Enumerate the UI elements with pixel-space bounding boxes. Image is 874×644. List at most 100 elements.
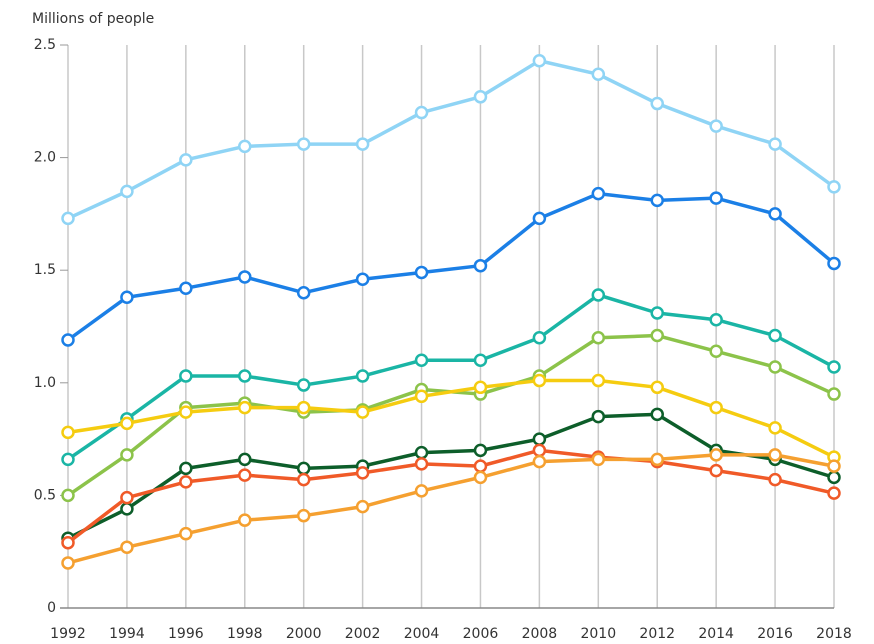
data-point (709, 463, 723, 478)
data-point (650, 380, 664, 395)
data-point (473, 380, 488, 395)
series-line (67, 412, 835, 540)
data-point (650, 193, 664, 208)
data-point (591, 409, 606, 424)
data-point (709, 400, 723, 415)
series-line (66, 448, 835, 545)
data-point (532, 54, 547, 68)
data-point (709, 312, 723, 327)
data-point (414, 353, 429, 368)
data-point (238, 513, 252, 527)
data-point (238, 139, 252, 154)
x-tick-label: 2014 (698, 626, 734, 642)
data-point (768, 207, 782, 221)
data-point (591, 331, 606, 345)
data-point (179, 153, 193, 167)
data-point (827, 387, 841, 401)
data-point (768, 137, 782, 151)
series-line (67, 293, 835, 461)
data-point (532, 443, 547, 458)
x-tick-label: 2000 (286, 626, 322, 642)
data-point (61, 452, 75, 467)
data-point (120, 448, 134, 462)
y-tick-label: 2.5 (34, 37, 56, 53)
x-tick-label: 2008 (522, 626, 558, 642)
data-point (238, 468, 252, 482)
data-point (768, 421, 782, 435)
data-point (355, 499, 370, 514)
data-point (768, 448, 782, 462)
data-point (238, 270, 252, 284)
series-line (67, 453, 835, 565)
data-point (179, 475, 193, 489)
data-point (709, 191, 723, 205)
data-point (827, 470, 841, 485)
x-tick-label: 2012 (639, 626, 675, 642)
data-point (650, 328, 664, 343)
y-tick-label: 2.0 (34, 150, 56, 166)
data-point (414, 457, 429, 471)
series-line (66, 191, 836, 342)
data-point (532, 373, 547, 388)
data-point (827, 256, 841, 271)
data-point (768, 472, 782, 487)
data-point (61, 333, 75, 347)
data-point (709, 344, 723, 359)
data-point (120, 416, 134, 431)
data-point (120, 502, 134, 516)
y-tick-label: 1.5 (34, 262, 56, 278)
data-point (650, 452, 664, 467)
data-point (61, 488, 75, 503)
x-tick-label: 2006 (463, 626, 499, 642)
data-point (827, 459, 841, 473)
data-point (532, 211, 547, 226)
data-point (61, 556, 75, 570)
data-point (591, 186, 606, 201)
data-point (414, 484, 429, 498)
data-point (179, 405, 193, 419)
x-tick-label: 2002 (345, 626, 381, 642)
y-tick-label: 0 (47, 600, 56, 616)
data-point (61, 535, 75, 550)
data-point (296, 285, 311, 300)
data-point (827, 360, 841, 374)
data-point (179, 461, 193, 476)
data-point (768, 360, 782, 374)
data-point (355, 466, 370, 480)
x-tick-label: 2004 (404, 626, 440, 642)
x-tick-label: 1992 (50, 626, 86, 642)
data-point (61, 425, 75, 440)
data-point (709, 448, 723, 462)
data-point (591, 452, 606, 467)
data-point (473, 470, 488, 485)
data-point (532, 454, 547, 469)
data-point (61, 211, 75, 226)
data-point (296, 400, 311, 415)
data-point (768, 328, 782, 343)
data-point (238, 452, 252, 467)
data-point (179, 281, 193, 295)
data-point (650, 96, 664, 111)
series-line (67, 378, 835, 459)
data-point (238, 369, 252, 383)
data-point (414, 265, 429, 280)
data-point (827, 486, 841, 500)
y-tick-label: 0.5 (34, 487, 56, 503)
data-point (355, 137, 370, 151)
data-point (296, 508, 311, 523)
data-point (120, 540, 134, 554)
x-tick-label: 1998 (227, 626, 263, 642)
data-point (120, 490, 134, 505)
data-point (120, 184, 134, 199)
data-point (591, 67, 606, 82)
data-point (296, 378, 311, 392)
series-line (67, 59, 836, 220)
data-point (414, 105, 429, 120)
data-point (650, 407, 664, 422)
x-tick-label: 2016 (757, 626, 793, 642)
data-point (296, 461, 311, 476)
data-point (238, 400, 252, 415)
data-point (296, 137, 311, 151)
